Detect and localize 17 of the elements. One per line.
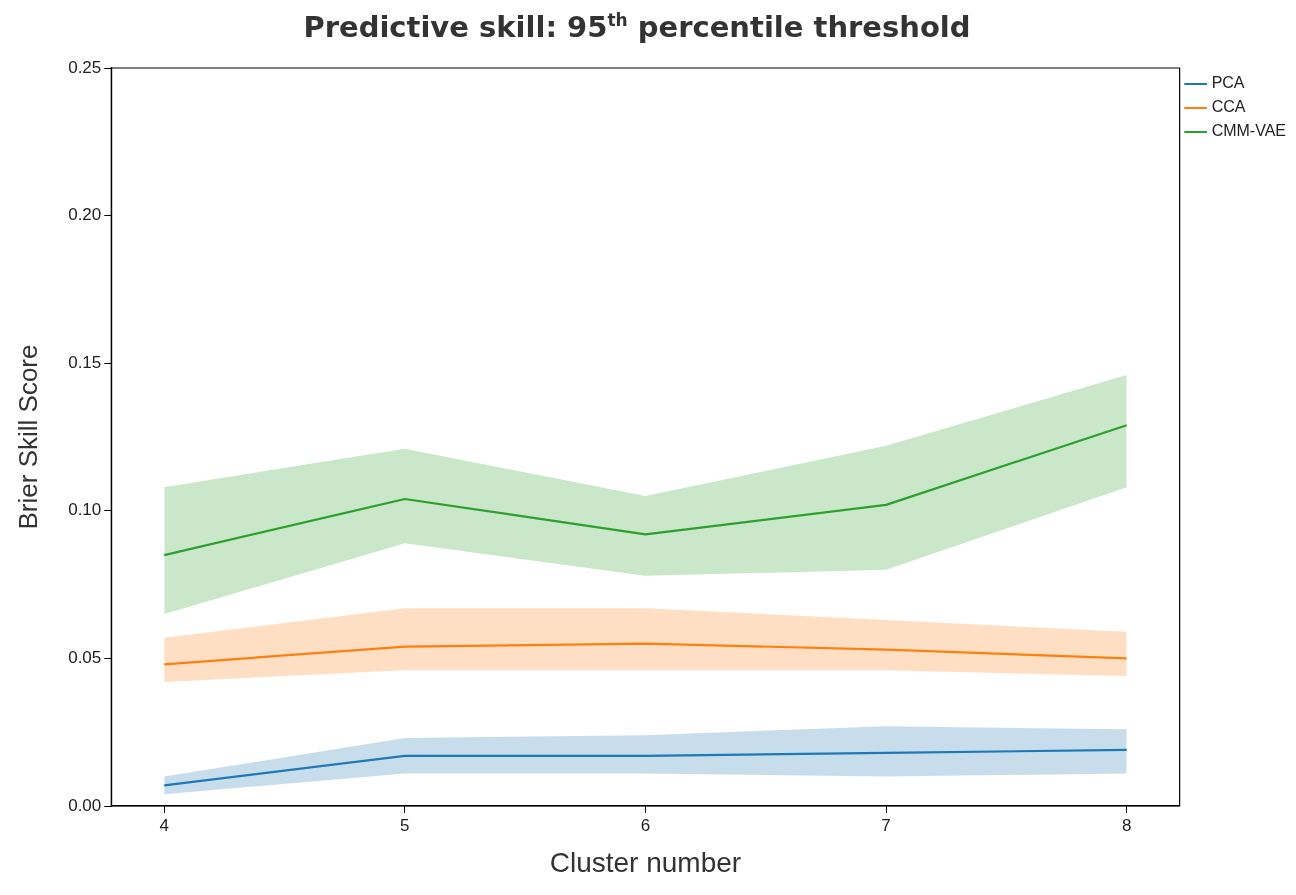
legend-label: PCA: [1211, 74, 1245, 92]
x-tick-label: 4: [159, 815, 169, 835]
y-tick-label: 0.05: [68, 648, 102, 668]
legend-label: CMM-VAE: [1211, 122, 1287, 140]
x-tick-label: 7: [881, 815, 891, 835]
y-axis-title: Brier Skill Score: [12, 344, 43, 530]
y-tick-label: 0.25: [68, 57, 102, 77]
y-tick-label: 0.15: [68, 352, 102, 372]
chart-title: Predictive skill: 95$^{th}$ percentile threshold: [302, 10, 972, 44]
x-tick-label: 8: [1121, 815, 1132, 835]
y-tick-label: 0.20: [68, 205, 102, 225]
y-tick-label: 0.00: [68, 795, 102, 815]
x-tick-label: 5: [400, 815, 410, 835]
y-tick-label: 0.10: [68, 500, 102, 520]
x-axis-title: Cluster number: [549, 846, 742, 878]
legend-label: CCA: [1211, 98, 1246, 116]
x-tick-label: 6: [640, 815, 651, 835]
